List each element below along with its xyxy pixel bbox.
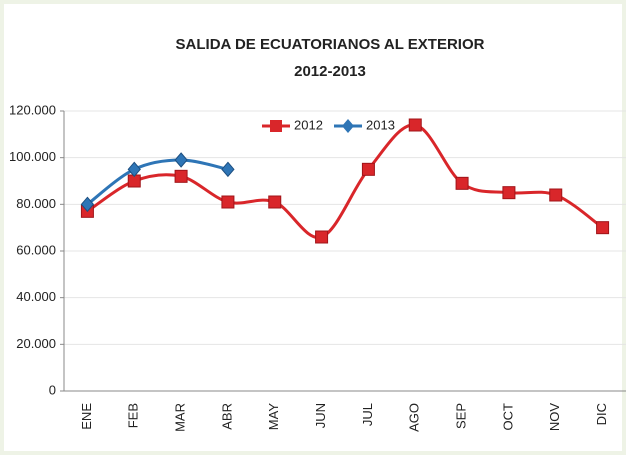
y-tick-label: 40.000 xyxy=(16,289,56,304)
marker xyxy=(455,176,469,190)
chart-title: SALIDA DE ECUATORIANOS AL EXTERIOR xyxy=(176,36,485,53)
y-tick-label: 60.000 xyxy=(16,242,56,257)
marker xyxy=(502,186,516,200)
marker xyxy=(268,195,282,209)
marker xyxy=(174,169,188,183)
y-tick-label: 100.000 xyxy=(9,149,56,164)
legend-marker xyxy=(270,120,282,132)
legend-label: 2012 xyxy=(294,117,323,132)
marker xyxy=(596,221,610,235)
legend-marker xyxy=(342,119,354,133)
marker xyxy=(174,152,188,168)
y-tick-label: 20.000 xyxy=(16,336,56,351)
x-tick-label: FEB xyxy=(126,403,141,428)
chart-subtitle: 2012-2013 xyxy=(294,63,366,80)
x-tick-label: JUN xyxy=(313,403,328,428)
marker xyxy=(408,118,422,132)
x-tick-label: SEP xyxy=(454,403,469,429)
marker xyxy=(127,161,141,178)
x-tick-label: JUL xyxy=(360,403,375,426)
marker xyxy=(221,161,235,178)
x-tick-label: MAR xyxy=(173,403,188,432)
x-tick-label: ABR xyxy=(219,403,234,430)
x-tick-label: AGO xyxy=(407,403,422,432)
x-tick-label: NOV xyxy=(547,403,562,432)
marker xyxy=(361,162,375,176)
y-tick-label: 0 xyxy=(49,382,56,397)
marker xyxy=(549,188,563,202)
x-tick-label: DIC xyxy=(594,403,609,425)
marker xyxy=(80,196,95,213)
y-tick-label: 80.000 xyxy=(16,196,56,211)
x-tick-label: ENE xyxy=(79,403,94,430)
x-tick-label: MAY xyxy=(266,403,281,431)
y-tick-label: 120.000 xyxy=(9,102,56,117)
series-line xyxy=(86,158,229,206)
x-tick-label: OCT xyxy=(500,403,515,431)
marker xyxy=(315,230,329,244)
legend-label: 2013 xyxy=(366,117,395,132)
chart-background xyxy=(4,4,622,451)
marker xyxy=(221,195,235,209)
